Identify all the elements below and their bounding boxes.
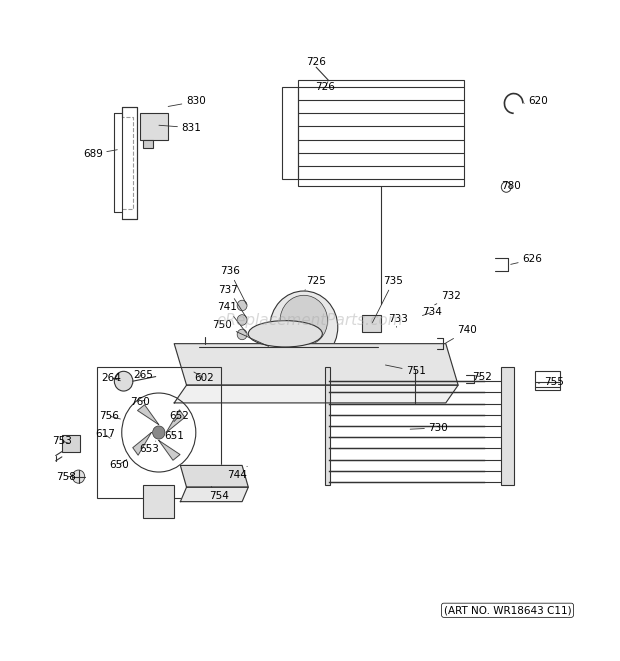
Bar (143, 485, 174, 518)
Polygon shape (174, 344, 458, 385)
Text: 652: 652 (169, 411, 189, 422)
Text: 780: 780 (501, 180, 520, 190)
Circle shape (276, 364, 285, 373)
Polygon shape (138, 405, 159, 424)
Text: 651: 651 (164, 431, 184, 441)
Text: 732: 732 (435, 292, 461, 305)
Text: 602: 602 (194, 372, 214, 383)
Bar (326, 367, 330, 485)
Text: 626: 626 (511, 254, 542, 264)
Text: 741: 741 (217, 303, 246, 332)
Text: 734: 734 (422, 307, 442, 317)
Text: eReplacementParts.com: eReplacementParts.com (216, 313, 404, 328)
Bar (62, 435, 81, 451)
Circle shape (323, 364, 332, 373)
Bar (143, 139, 153, 147)
Text: 754: 754 (209, 486, 229, 502)
Text: 751: 751 (386, 365, 426, 376)
Text: 653: 653 (140, 441, 159, 454)
Text: 830: 830 (168, 97, 206, 106)
Text: 265: 265 (133, 370, 153, 380)
Text: 755: 755 (538, 377, 564, 387)
Text: 735: 735 (373, 276, 403, 323)
Text: 752: 752 (472, 371, 492, 381)
Circle shape (237, 315, 247, 325)
Ellipse shape (248, 321, 322, 347)
Bar (282, 87, 298, 179)
Polygon shape (174, 385, 458, 403)
Text: 737: 737 (219, 285, 246, 317)
Bar (535, 371, 560, 390)
Bar (298, 81, 464, 186)
Text: 756: 756 (99, 411, 120, 421)
Text: 726: 726 (316, 81, 335, 92)
Text: 730: 730 (410, 423, 448, 433)
Bar (502, 367, 514, 485)
Text: 650: 650 (108, 459, 128, 470)
Text: 760: 760 (130, 397, 150, 407)
Polygon shape (133, 432, 151, 455)
Polygon shape (180, 465, 248, 487)
Text: 831: 831 (159, 123, 202, 133)
Circle shape (237, 300, 247, 311)
Circle shape (73, 470, 85, 483)
Text: 753: 753 (52, 436, 72, 446)
Text: 750: 750 (213, 320, 268, 346)
Text: (ART NO. WR18643 C11): (ART NO. WR18643 C11) (444, 605, 571, 615)
Text: 620: 620 (525, 97, 548, 106)
Text: 689: 689 (83, 149, 117, 159)
Circle shape (280, 295, 327, 346)
Text: 744: 744 (228, 467, 247, 481)
Text: 736: 736 (220, 266, 246, 304)
Polygon shape (159, 440, 180, 460)
Bar (97, 367, 221, 498)
Text: 725: 725 (305, 276, 326, 290)
Text: 758: 758 (56, 472, 76, 482)
Text: 726: 726 (306, 58, 326, 67)
Bar (270, 360, 338, 377)
Text: 733: 733 (388, 314, 407, 327)
Polygon shape (180, 487, 248, 502)
Circle shape (270, 291, 338, 364)
Bar (140, 113, 168, 139)
Polygon shape (166, 410, 185, 432)
Circle shape (237, 329, 247, 340)
Circle shape (153, 426, 165, 439)
Text: 617: 617 (95, 430, 115, 440)
Circle shape (114, 371, 133, 391)
Text: 264: 264 (101, 373, 121, 383)
Bar (363, 315, 381, 332)
Text: 740: 740 (446, 325, 477, 343)
